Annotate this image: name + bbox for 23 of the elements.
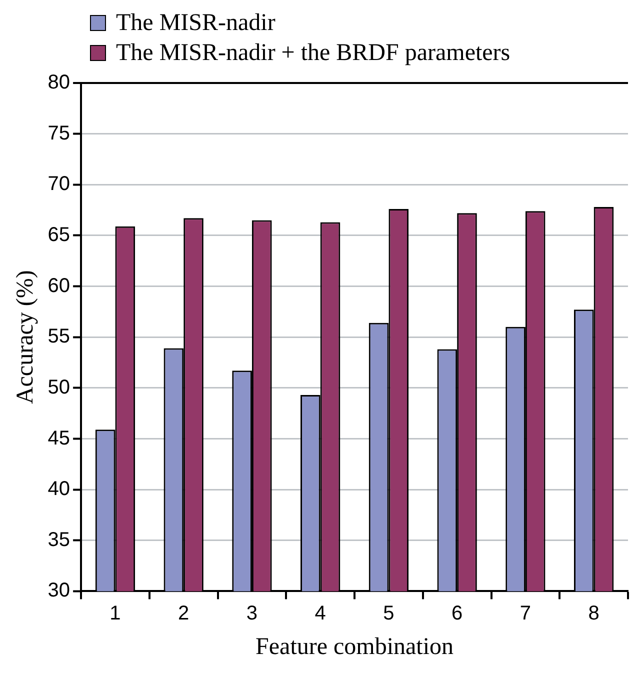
y-tick-label: 75	[48, 122, 70, 144]
y-tick-label: 30	[48, 580, 70, 602]
y-axis-title: Accuracy (%)	[12, 270, 39, 404]
x-tick-label: 7	[520, 602, 532, 625]
y-tick-label: 80	[48, 72, 70, 94]
y-tick-label: 45	[48, 427, 70, 450]
x-tick-label: 3	[246, 602, 258, 625]
x-tick-label: 5	[383, 602, 394, 625]
x-tick-label: 6	[452, 602, 463, 625]
x-tick-label: 8	[588, 602, 600, 625]
legend-label: The MISR-nadir + the BRDF parameters	[116, 39, 510, 68]
y-tick-label: 70	[48, 173, 70, 196]
legend-label: The MISR-nadir	[116, 9, 276, 38]
x-axis-title: Feature combination	[256, 634, 454, 660]
x-tick-label: 1	[110, 602, 121, 625]
y-tick-label: 60	[48, 274, 70, 297]
y-tick-label: 35	[48, 528, 70, 551]
x-tick-label: 2	[178, 602, 190, 625]
x-tick-label: 4	[314, 602, 326, 625]
y-tick-label: 65	[48, 224, 70, 246]
y-tick-label: 50	[48, 376, 70, 398]
y-tick-label: 40	[48, 478, 70, 500]
y-tick-label: 55	[48, 326, 70, 348]
